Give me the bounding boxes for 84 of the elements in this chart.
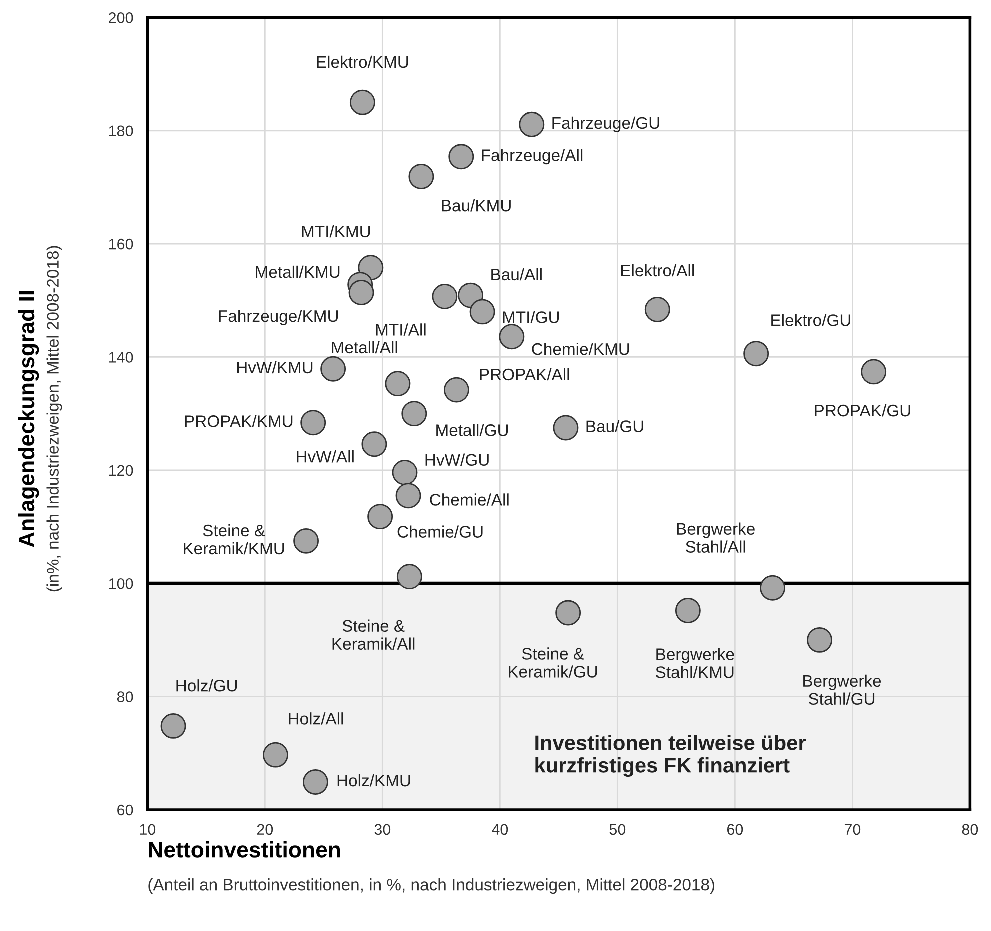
data-label: Fahrzeuge/All bbox=[482, 149, 583, 165]
data-label: Steine & Keramik/GU bbox=[509, 648, 598, 678]
text: (in%, nach Industriezweigen, Mittel 2008-2018) bbox=[46, 246, 62, 592]
y-tick-label: 100 bbox=[109, 578, 134, 590]
data-label: Chemie/KMU bbox=[532, 342, 630, 356]
data-label: Fahrzeuge/KMU bbox=[219, 310, 338, 326]
data-label: Metall/GU bbox=[436, 424, 508, 436]
data-label: Bergwerke Stahl/GU bbox=[804, 674, 882, 706]
text: (Anteil an Bruttoinvestitionen, in %, nach Industriezweigen, Mittel 2008-2018) bbox=[148, 878, 715, 894]
point bbox=[861, 359, 887, 385]
point bbox=[553, 415, 579, 441]
point bbox=[644, 296, 670, 322]
x-axis-title: Nettoinvestitionen bbox=[149, 842, 340, 858]
data-label: HvW/GU bbox=[426, 454, 489, 466]
data-label: Bau/All bbox=[492, 268, 542, 281]
data-label: Fahrzeuge/GU bbox=[552, 116, 660, 132]
point bbox=[499, 324, 525, 350]
point bbox=[556, 600, 582, 626]
point bbox=[519, 112, 545, 138]
data-label: Elektro/All bbox=[621, 264, 694, 277]
data-label: PROPAK/GU bbox=[815, 404, 910, 417]
data-label: Holz/KMU bbox=[338, 774, 410, 787]
data-label: MTI/KMU bbox=[302, 225, 370, 238]
x-tick-label: 10 bbox=[140, 824, 156, 836]
data-label: Elektro/GU bbox=[772, 314, 850, 326]
data-label: PROPAK/KMU bbox=[185, 415, 293, 428]
x-tick-label: 20 bbox=[257, 824, 274, 836]
point bbox=[675, 598, 701, 624]
y-tick-label: 80 bbox=[117, 692, 134, 702]
x-tick-label: 70 bbox=[844, 824, 861, 836]
point bbox=[807, 627, 833, 653]
data-label: HvW/All bbox=[297, 450, 354, 463]
y-tick-label: 180 bbox=[109, 126, 134, 137]
data-label: Bergwerke Stahl/All bbox=[677, 522, 755, 553]
point bbox=[320, 356, 346, 382]
point bbox=[263, 742, 288, 768]
data-label: MTI/GU bbox=[503, 311, 560, 324]
point bbox=[368, 504, 394, 530]
point bbox=[160, 713, 186, 739]
data-label: Bau/KMU bbox=[442, 200, 511, 212]
data-label: Elektro/KMU bbox=[317, 56, 408, 68]
y-axis-title: Anlagendeckungsgrad II bbox=[18, 291, 40, 548]
y-tick-label: 160 bbox=[109, 238, 134, 250]
point bbox=[294, 528, 320, 554]
data-label: PROPAK/All bbox=[480, 368, 570, 381]
point bbox=[392, 460, 418, 486]
data-label: Metall/KMU bbox=[256, 266, 340, 278]
data-label: MTI/All bbox=[376, 324, 426, 336]
data-label: Chemie/All bbox=[430, 494, 509, 506]
point bbox=[744, 341, 770, 367]
y-tick-label: 120 bbox=[109, 465, 134, 476]
data-label: HvW/KMU bbox=[237, 361, 313, 374]
x-tick-label: 40 bbox=[492, 824, 508, 836]
point bbox=[444, 377, 470, 403]
point bbox=[300, 410, 326, 436]
point bbox=[470, 299, 496, 325]
data-label: Holz/All bbox=[289, 712, 344, 725]
point bbox=[408, 164, 434, 190]
point bbox=[432, 284, 458, 310]
point bbox=[396, 483, 422, 509]
y-tick-label: 140 bbox=[109, 352, 134, 363]
point bbox=[448, 144, 474, 170]
y-tick-label: 60 bbox=[118, 804, 134, 816]
x-tick-label: 80 bbox=[962, 824, 978, 836]
y-tick-label: 200 bbox=[109, 12, 134, 24]
data-label: Bergwerke Stahl/KMU bbox=[656, 648, 734, 678]
x-tick-label: 30 bbox=[374, 824, 391, 836]
band-label: Investitionen teilweise über kurzfristiges FK finanziert bbox=[536, 735, 806, 778]
point bbox=[760, 575, 786, 601]
data-label: Metall/All bbox=[332, 341, 398, 354]
point bbox=[385, 371, 411, 397]
point bbox=[362, 432, 388, 458]
data-label: Steine & Keramik/All bbox=[332, 620, 415, 650]
point bbox=[402, 401, 428, 427]
x-tick-label: 50 bbox=[610, 824, 626, 836]
point bbox=[396, 564, 422, 590]
data-label: Chemie/GU bbox=[398, 526, 483, 538]
data-label: Steine & Keramik/KMU bbox=[184, 524, 284, 555]
data-label: Holz/GU bbox=[176, 680, 238, 692]
point bbox=[348, 280, 374, 306]
point bbox=[350, 90, 376, 116]
data-label: Bau/GU bbox=[586, 420, 644, 432]
point bbox=[302, 770, 328, 795]
x-tick-label: 60 bbox=[727, 824, 744, 836]
